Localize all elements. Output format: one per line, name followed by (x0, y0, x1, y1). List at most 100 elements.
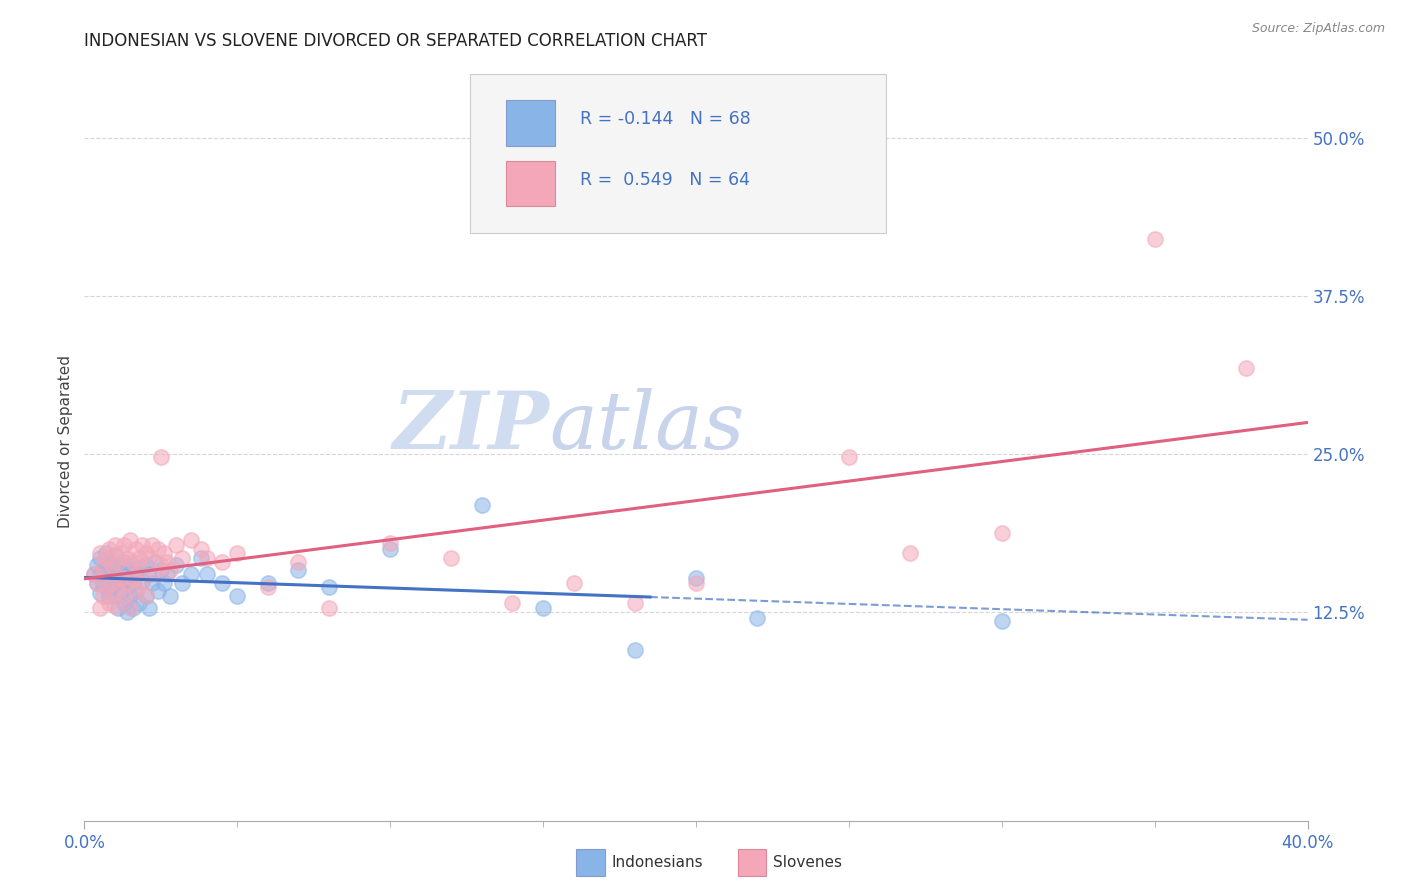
Point (211, 576, 233, 591)
Point (104, 571, 127, 585)
Point (112, 596, 135, 610)
Point (112, 576, 135, 591)
Point (86, 558, 108, 573)
Point (138, 550, 160, 565)
Point (153, 546, 176, 560)
Point (91, 561, 114, 575)
Point (226, 589, 249, 603)
Point (110, 583, 132, 598)
Point (380, 541, 402, 556)
Point (89, 550, 111, 565)
Point (110, 546, 132, 560)
Point (115, 576, 138, 591)
Point (125, 541, 148, 556)
Point (97, 589, 120, 603)
Point (195, 567, 218, 582)
Point (685, 571, 707, 585)
Point (101, 576, 124, 591)
Point (190, 541, 212, 556)
Point (685, 576, 707, 591)
Point (91, 564, 114, 578)
Point (91, 576, 114, 591)
Point (128, 564, 150, 578)
Point (128, 596, 150, 610)
Point (172, 550, 194, 565)
Point (125, 583, 148, 598)
Point (131, 576, 153, 591)
Point (120, 571, 142, 585)
Point (107, 576, 129, 591)
Point (287, 564, 309, 578)
Point (97, 555, 120, 569)
Point (149, 558, 172, 573)
Point (122, 601, 145, 615)
Point (156, 567, 179, 582)
Point (86, 576, 108, 591)
Point (143, 567, 166, 582)
Point (624, 643, 647, 657)
Point (135, 589, 157, 603)
Point (624, 596, 647, 610)
Point (141, 538, 163, 552)
Point (149, 450, 172, 464)
Point (141, 576, 163, 591)
Point (115, 564, 138, 578)
Point (135, 558, 157, 573)
Point (83, 567, 105, 582)
Text: Slovenes: Slovenes (773, 855, 842, 870)
Point (94, 580, 117, 594)
Point (97, 574, 120, 588)
Point (122, 576, 145, 591)
Point (94, 561, 117, 575)
Point (159, 564, 181, 578)
FancyBboxPatch shape (506, 161, 555, 206)
Point (101, 564, 124, 578)
Text: ZIP: ZIP (392, 388, 550, 465)
Point (195, 550, 218, 565)
Point (107, 583, 129, 598)
Point (1236, 361, 1258, 376)
Point (94, 550, 117, 565)
Point (104, 538, 127, 552)
Text: INDONESIAN VS SLOVENE DIVORCED OR SEPARATED CORRELATION CHART: INDONESIAN VS SLOVENE DIVORCED OR SEPARA… (84, 32, 707, 50)
Point (104, 599, 127, 613)
Point (107, 555, 129, 569)
Point (318, 580, 340, 594)
Text: Indonesians: Indonesians (612, 855, 703, 870)
Point (1143, 232, 1166, 246)
Point (146, 583, 169, 598)
Point (112, 589, 135, 603)
Point (143, 555, 166, 569)
Point (104, 548, 127, 563)
Point (180, 533, 202, 547)
Text: atlas: atlas (550, 388, 745, 465)
Point (94, 580, 117, 594)
Point (122, 555, 145, 569)
Point (180, 567, 202, 582)
FancyBboxPatch shape (506, 101, 555, 145)
Point (104, 589, 127, 603)
Point (122, 558, 145, 573)
Point (149, 564, 172, 578)
Point (120, 533, 142, 547)
Point (97, 596, 120, 610)
Point (112, 555, 135, 569)
Point (471, 498, 494, 512)
Point (110, 571, 132, 585)
Point (159, 589, 181, 603)
Point (135, 546, 157, 560)
Point (287, 555, 309, 569)
Point (115, 550, 138, 565)
Point (125, 567, 148, 582)
Point (165, 538, 187, 552)
Point (440, 550, 463, 565)
Point (138, 567, 160, 582)
Point (101, 558, 124, 573)
FancyBboxPatch shape (470, 74, 886, 233)
Point (115, 580, 138, 594)
Text: Source: ZipAtlas.com: Source: ZipAtlas.com (1251, 22, 1385, 36)
Y-axis label: Divorced or Separated: Divorced or Separated (58, 355, 73, 528)
Point (747, 611, 769, 625)
Point (122, 571, 145, 585)
Point (502, 596, 524, 610)
